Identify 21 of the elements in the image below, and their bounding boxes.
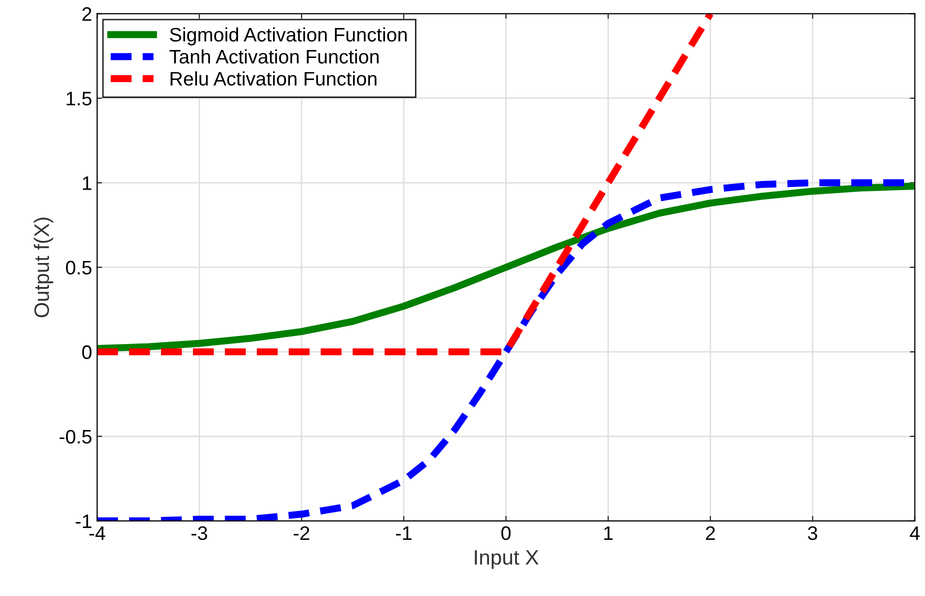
x-tick-label: 4 <box>910 526 920 540</box>
y-tick-label: 0 <box>82 345 92 360</box>
y-tick-label: 1 <box>82 176 92 190</box>
x-tick-label: 2 <box>706 526 715 540</box>
x-tick-label: -4 <box>89 526 106 540</box>
y-tick-label: -1 <box>76 514 92 528</box>
x-tick-label: 3 <box>808 526 818 540</box>
x-tick-label: 1 <box>604 526 613 540</box>
y-tick-label: -0.5 <box>60 430 92 444</box>
legend-label: Tanh Activation Function <box>170 49 379 64</box>
y-tick-label: 1.5 <box>66 92 92 106</box>
x-axis-title: Input X <box>474 550 539 569</box>
y-tick-label: 0.5 <box>66 260 92 275</box>
legend-label: Relu Activation Function <box>170 71 376 86</box>
x-tick-label: -3 <box>192 526 208 540</box>
x-tick-label: -2 <box>294 526 310 540</box>
legend-label: Sigmoid Activation Function <box>170 27 407 46</box>
x-tick-label: 0 <box>501 526 511 540</box>
y-tick-label: 2 <box>82 7 92 21</box>
x-tick-label: -1 <box>396 526 412 540</box>
y-axis-title: Output f(X) <box>34 218 54 318</box>
